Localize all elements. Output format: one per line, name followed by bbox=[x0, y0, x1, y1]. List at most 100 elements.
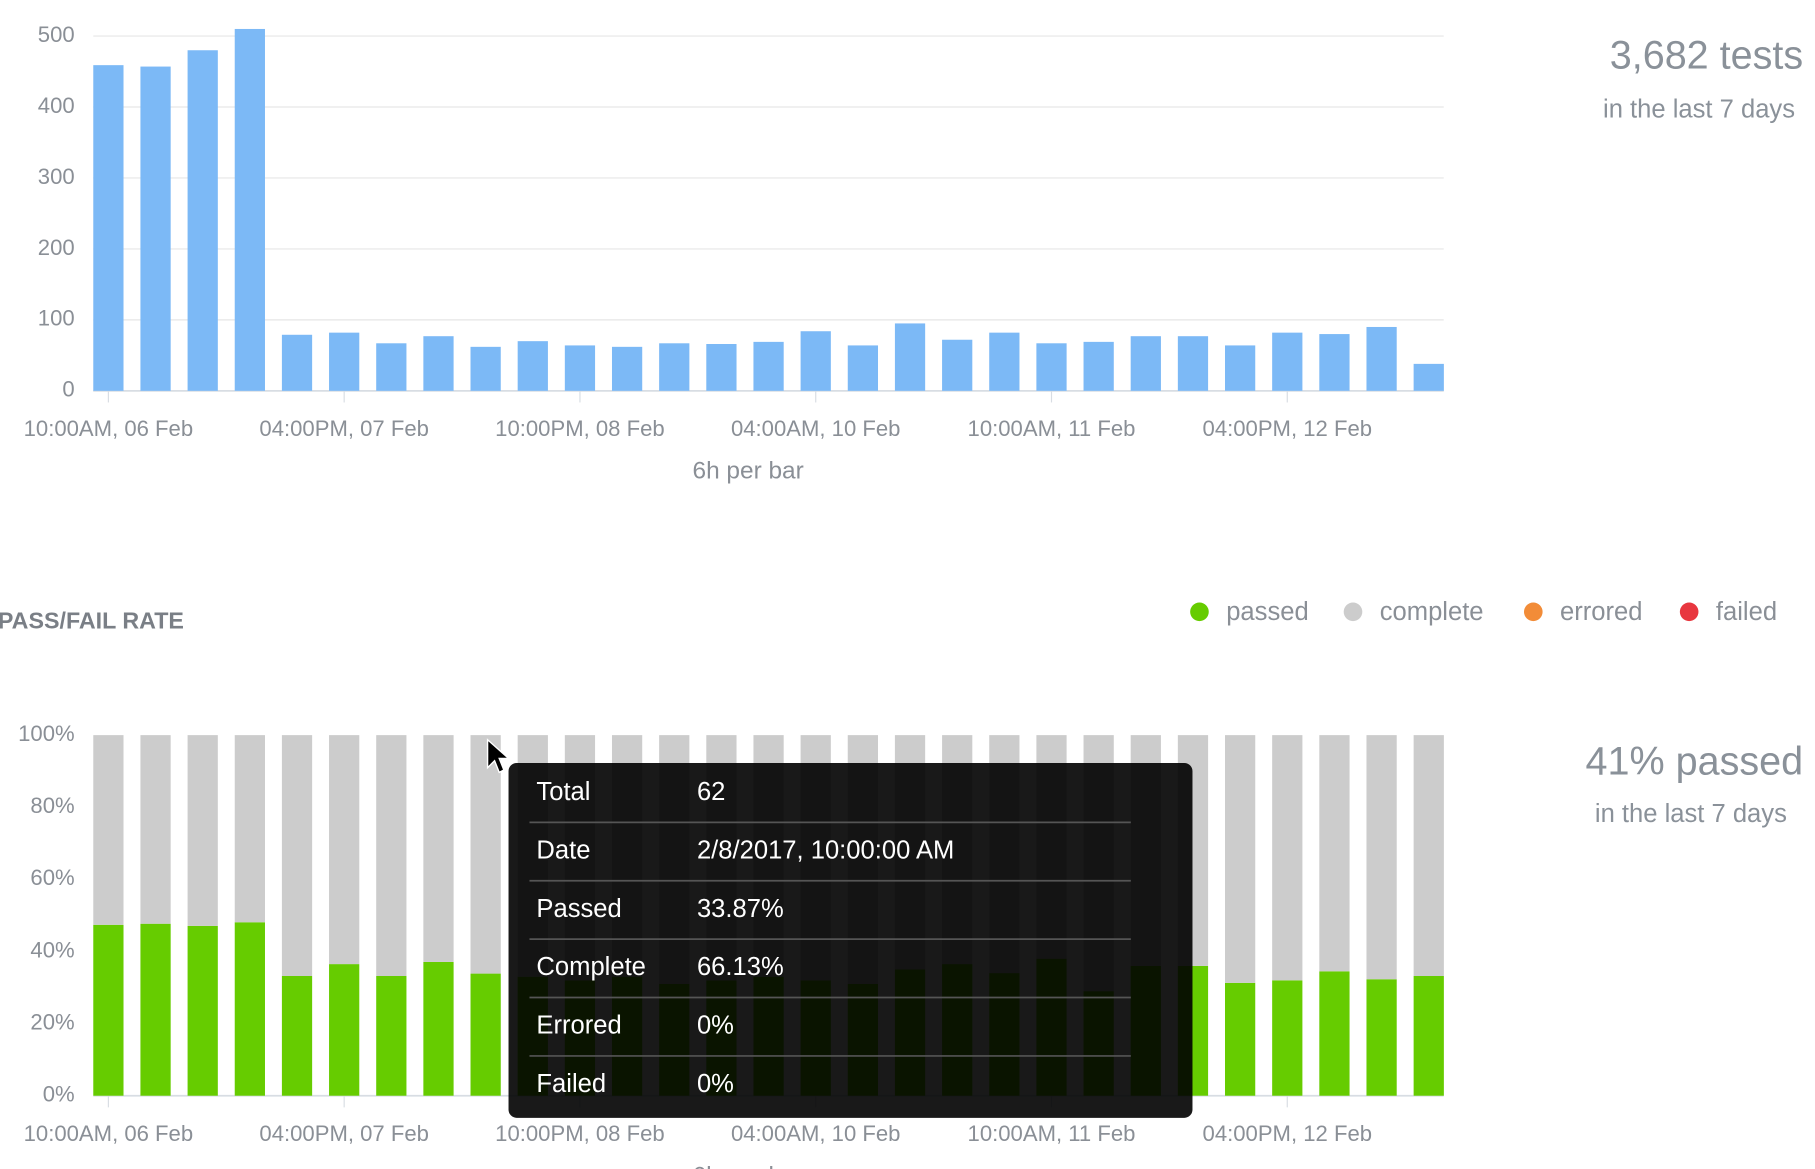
x-tick-label: 04:00PM, 12 Feb bbox=[1203, 416, 1373, 441]
bar-segment bbox=[1413, 735, 1444, 977]
stat-value: 3,682 tests bbox=[1610, 34, 1803, 78]
bar bbox=[281, 334, 313, 391]
x-axis-label: 6h per bar bbox=[693, 1163, 804, 1169]
bar bbox=[611, 346, 643, 391]
bar-segment bbox=[1225, 982, 1256, 1096]
legend-marker bbox=[1190, 602, 1209, 622]
tooltip-key: Passed bbox=[536, 895, 621, 923]
bar bbox=[1177, 336, 1209, 391]
legend-marker bbox=[1343, 602, 1363, 622]
bar bbox=[753, 341, 784, 391]
bar-segment bbox=[423, 961, 454, 1096]
bar-segment bbox=[329, 735, 360, 965]
tooltip: Total 62 Date 2/8/2017, 10:00:00 AM Passed 33… bbox=[508, 763, 1193, 1118]
bar bbox=[706, 344, 737, 391]
bar bbox=[376, 343, 407, 391]
bar bbox=[1319, 334, 1350, 391]
tooltip-value: 62 bbox=[697, 778, 725, 806]
legend-marker bbox=[1523, 602, 1543, 622]
bar-segment bbox=[281, 976, 313, 1096]
bar bbox=[140, 66, 171, 391]
tooltip-key: Errored bbox=[536, 1012, 621, 1040]
stat-caption: in the last 7 days bbox=[1603, 95, 1795, 123]
legend-label: passed bbox=[1226, 598, 1308, 626]
legend-label: errored bbox=[1560, 598, 1642, 626]
tooltip-value: 0% bbox=[697, 1012, 734, 1040]
bar-segment bbox=[1366, 735, 1397, 980]
bar bbox=[234, 28, 265, 391]
x-tick-label: 10:00AM, 11 Feb bbox=[968, 416, 1136, 441]
x-tick-label: 10:00PM, 08 Feb bbox=[495, 1121, 665, 1146]
bar-segment bbox=[234, 735, 265, 923]
legend-label: failed bbox=[1716, 598, 1777, 626]
x-tick-label: 10:00PM, 08 Feb bbox=[495, 416, 665, 441]
bar-segment bbox=[234, 922, 265, 1096]
y-tick-label: 60% bbox=[30, 865, 74, 890]
bar-segment bbox=[1272, 735, 1303, 981]
bar bbox=[847, 345, 879, 391]
bar-segment bbox=[140, 735, 171, 924]
bar bbox=[1366, 326, 1397, 391]
tooltip-key: Total bbox=[536, 778, 590, 806]
bar bbox=[800, 331, 831, 391]
y-tick-label: 100 bbox=[38, 306, 75, 331]
legend-label: complete bbox=[1380, 598, 1484, 626]
bar bbox=[187, 50, 218, 391]
cursor bbox=[486, 738, 511, 774]
y-tick-label: 300 bbox=[38, 164, 75, 189]
bar-segment bbox=[1366, 979, 1397, 1096]
bar bbox=[659, 343, 690, 391]
y-tick-label: 0 bbox=[62, 377, 74, 402]
tooltip-key: Complete bbox=[536, 953, 645, 981]
y-tick-label: 80% bbox=[30, 793, 74, 818]
section-title: PASS/FAIL RATE bbox=[0, 607, 184, 633]
bar-segment bbox=[329, 964, 360, 1096]
bar-segment bbox=[1413, 976, 1444, 1096]
y-tick-label: 200 bbox=[38, 235, 75, 260]
bar bbox=[517, 341, 548, 391]
bar-segment bbox=[470, 973, 501, 1096]
y-tick-label: 40% bbox=[30, 937, 74, 962]
tooltip-value: 2/8/2017, 10:00:00 AM bbox=[697, 836, 954, 864]
bar bbox=[329, 332, 360, 391]
x-axis-label: 6h per bar bbox=[693, 458, 804, 485]
bar-segment bbox=[187, 735, 218, 926]
bar-segment bbox=[1225, 735, 1256, 983]
tooltip-key: Date bbox=[536, 836, 590, 864]
y-tick-label: 400 bbox=[38, 93, 75, 118]
y-tick-label: 500 bbox=[38, 22, 75, 47]
bar bbox=[1036, 343, 1067, 391]
bar bbox=[989, 332, 1020, 391]
x-tick-label: 04:00AM, 10 Feb bbox=[731, 416, 901, 441]
bar-segment bbox=[376, 735, 407, 977]
bar bbox=[894, 323, 926, 391]
bar bbox=[93, 65, 124, 391]
bar bbox=[423, 336, 454, 391]
bar-segment bbox=[93, 735, 124, 925]
bar-segment bbox=[1272, 980, 1303, 1096]
x-tick-label: 04:00AM, 10 Feb bbox=[731, 1121, 901, 1146]
bar-segment bbox=[93, 924, 124, 1096]
bar bbox=[470, 346, 501, 391]
bar bbox=[1272, 332, 1303, 391]
bar bbox=[1130, 336, 1161, 391]
bar-segment bbox=[423, 735, 454, 962]
tooltip-box bbox=[508, 763, 1193, 1118]
bar-segment bbox=[1319, 971, 1350, 1096]
tooltip-value: 33.87% bbox=[697, 895, 784, 923]
bar bbox=[1083, 341, 1114, 391]
bar-segment bbox=[470, 735, 501, 974]
tooltip-value: 0% bbox=[697, 1070, 734, 1098]
bar bbox=[942, 339, 973, 391]
tooltip-key: Failed bbox=[536, 1070, 606, 1098]
tooltip-value: 66.13% bbox=[697, 953, 784, 981]
y-tick-label: 20% bbox=[30, 1009, 74, 1034]
bar-segment bbox=[140, 923, 171, 1096]
x-tick-label: 10:00AM, 06 Feb bbox=[24, 416, 194, 441]
bar bbox=[564, 345, 596, 391]
x-tick-label: 04:00PM, 07 Feb bbox=[259, 1121, 428, 1146]
bar-segment bbox=[281, 735, 313, 977]
y-tick-label: 100% bbox=[18, 721, 75, 746]
stat-caption: in the last 7 days bbox=[1595, 800, 1787, 828]
x-tick-label: 10:00AM, 11 Feb bbox=[968, 1121, 1136, 1146]
